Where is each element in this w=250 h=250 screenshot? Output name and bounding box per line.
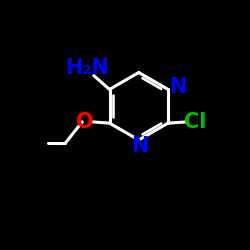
Text: H₂N: H₂N [65,58,109,78]
Text: Cl: Cl [184,112,206,132]
Text: O: O [76,112,94,132]
Text: N: N [169,78,186,97]
Text: N: N [131,136,149,156]
